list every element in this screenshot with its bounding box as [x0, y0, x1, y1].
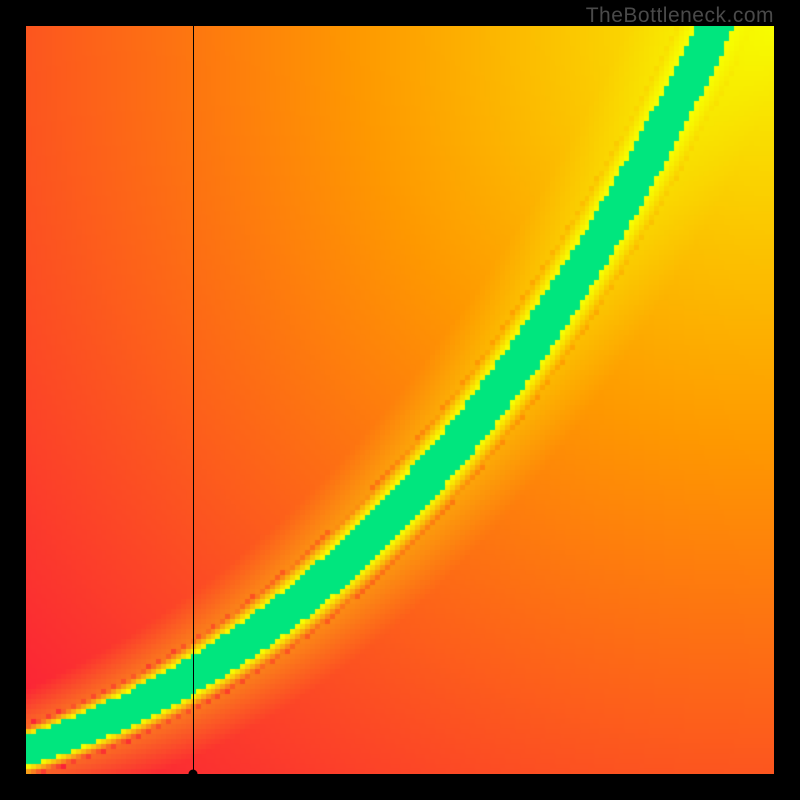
heatmap-plot-area [26, 26, 774, 774]
bottleneck-heatmap [26, 26, 774, 774]
crosshair-marker-dot [188, 770, 197, 779]
crosshair-horizontal-line [26, 774, 774, 775]
watermark-text: TheBottleneck.com [586, 4, 774, 28]
crosshair-vertical-line [193, 26, 194, 774]
